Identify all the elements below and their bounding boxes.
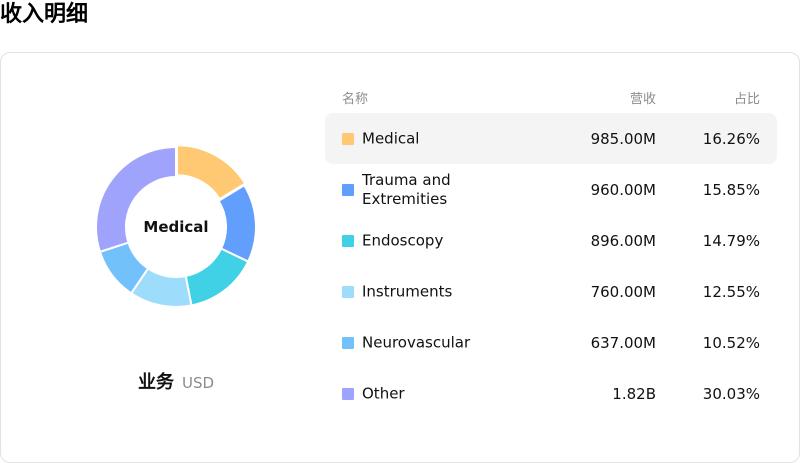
legend-swatch: [342, 286, 354, 298]
table-row[interactable]: Endoscopy 896.00M 14.79%: [325, 215, 777, 266]
row-name: Medical: [362, 129, 420, 147]
table-header: 名称 营收 占比: [325, 83, 777, 113]
row-revenue: 960.00M: [590, 180, 656, 199]
row-name: Endoscopy: [362, 231, 444, 249]
row-share: 10.52%: [702, 333, 760, 352]
table-row[interactable]: Instruments 760.00M 12.55%: [325, 266, 777, 317]
row-revenue: 760.00M: [590, 282, 656, 301]
donut-slice-medical[interactable]: [175, 146, 247, 201]
table-row[interactable]: Medical 985.00M 16.26%: [325, 113, 777, 164]
row-share: 12.55%: [702, 282, 760, 301]
donut-chart[interactable]: Medical: [95, 146, 257, 308]
donut-chart-svg: [95, 146, 257, 308]
table-row[interactable]: Other 1.82B 30.03%: [325, 368, 777, 419]
row-share: 16.26%: [702, 129, 760, 148]
row-name: Instruments: [362, 282, 453, 300]
chart-caption: 业务 USD: [1, 368, 351, 394]
header-revenue: 营收: [629, 92, 656, 107]
row-name: Other: [362, 384, 405, 402]
revenue-table: 名称 营收 占比 Medical 985.00M 16.26% Trauma and …: [325, 83, 777, 419]
row-name: Trauma and Extremities: [362, 170, 451, 208]
page-title: 收入明细: [0, 2, 89, 27]
row-share: 30.03%: [702, 384, 760, 403]
revenue-breakdown-card: Medical 业务 USD 名称 营收 占比 Medical 985.00M 16…: [0, 52, 800, 463]
legend-swatch: [342, 388, 354, 400]
row-share: 14.79%: [702, 231, 760, 250]
row-share: 15.85%: [702, 180, 760, 199]
legend-swatch: [342, 235, 354, 247]
caption-currency-label: USD: [181, 374, 215, 392]
row-revenue: 985.00M: [590, 129, 656, 148]
table-row[interactable]: Neurovascular 637.00M 10.52%: [325, 317, 777, 368]
legend-swatch: [342, 184, 354, 196]
row-name: Neurovascular: [362, 333, 471, 351]
caption-segment-label: 业务: [137, 372, 174, 393]
header-name: 名称: [342, 92, 369, 107]
legend-swatch: [342, 133, 354, 145]
row-revenue: 637.00M: [590, 333, 656, 352]
legend-swatch: [342, 337, 354, 349]
row-revenue: 1.82B: [612, 384, 656, 403]
table-body: Medical 985.00M 16.26% Trauma and Extremiti…: [325, 113, 777, 419]
header-share: 占比: [733, 92, 760, 107]
donut-center-label: Medical: [143, 218, 209, 236]
table-row[interactable]: Trauma and Extremities 960.00M 15.85%: [325, 164, 777, 215]
donut-slice-other[interactable]: [95, 146, 177, 254]
row-revenue: 896.00M: [590, 231, 656, 250]
